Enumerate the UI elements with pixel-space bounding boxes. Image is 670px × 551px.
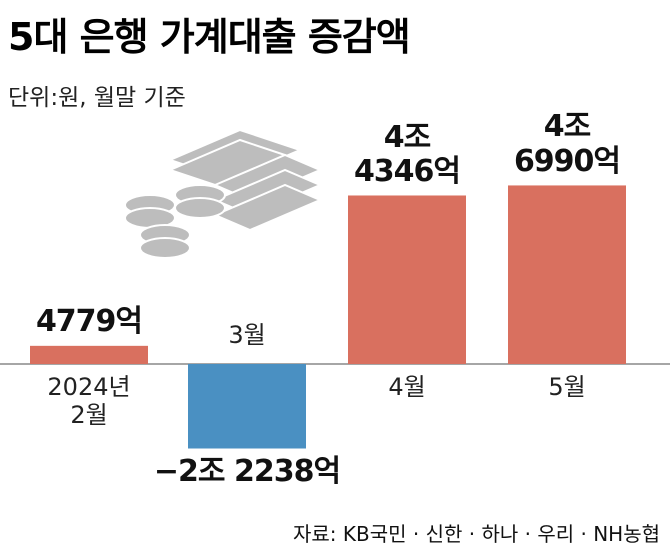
value-label: 4조 4346억 xyxy=(353,119,461,189)
bar xyxy=(348,195,466,364)
x-tick-label: 2024년 2월 xyxy=(47,373,131,429)
source: 자료: KB국민 · 신한 · 하나 · 우리 · NH농협 xyxy=(292,522,660,546)
bar xyxy=(508,185,626,364)
bar xyxy=(188,364,306,449)
x-tick-label: 4월 xyxy=(388,373,426,401)
value-label: 4조 6990억 xyxy=(513,109,621,179)
bar xyxy=(30,345,148,364)
money-icon xyxy=(124,128,323,259)
chart-title: 5대 은행 가계대출 증감액 xyxy=(8,15,411,59)
value-label: −2조 2238억 xyxy=(153,453,341,489)
value-label: 4779억 xyxy=(35,304,143,340)
x-tick-label: 3월 xyxy=(228,321,266,350)
subtitle: 단위:원, 월말 기준 xyxy=(8,85,186,111)
x-tick-label: 5월 xyxy=(548,373,586,401)
